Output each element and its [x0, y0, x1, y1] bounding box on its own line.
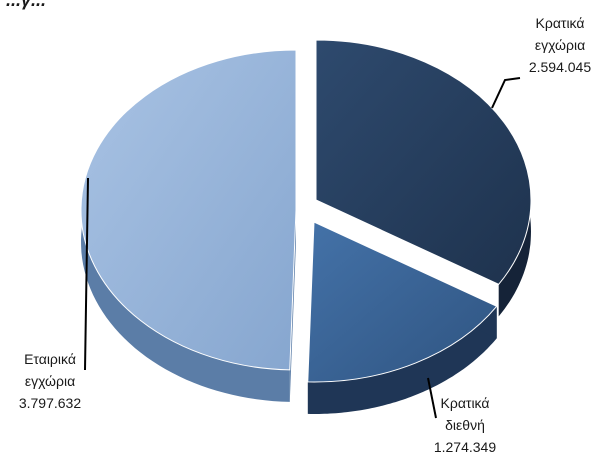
slice-category-label-1: Κρατικά [441, 395, 490, 411]
pie-slice-side-1 [307, 306, 497, 414]
pie-slice-0 [315, 39, 532, 285]
pie-slice-1 [307, 221, 498, 383]
slice-value-label-2: 3.797.632 [19, 395, 81, 411]
slice-value-label-0: 2.594.045 [529, 59, 591, 75]
pie-slices [80, 39, 532, 383]
slice-category-label-0: Κρατικά [536, 15, 585, 31]
slice-category-label-1: διεθνή [445, 417, 485, 433]
leader-line-1 [427, 377, 437, 419]
pie-slice-2 [80, 49, 297, 371]
slice-category-label-2: εγχώρια [25, 373, 75, 389]
slice-category-label-2: Εταιρικά [24, 351, 76, 367]
slice-value-label-1: 1.274.349 [434, 439, 496, 455]
title-fragment: ...γ... [6, 0, 46, 10]
slice-category-label-0: εγχώρια [535, 37, 585, 53]
slice-labels: Κρατικά εγχώρια 2.594.045 Κρατικά διεθνή 1.27… [19, 15, 591, 455]
leader-line-2 [84, 177, 89, 371]
leader-line-0 [491, 77, 521, 109]
